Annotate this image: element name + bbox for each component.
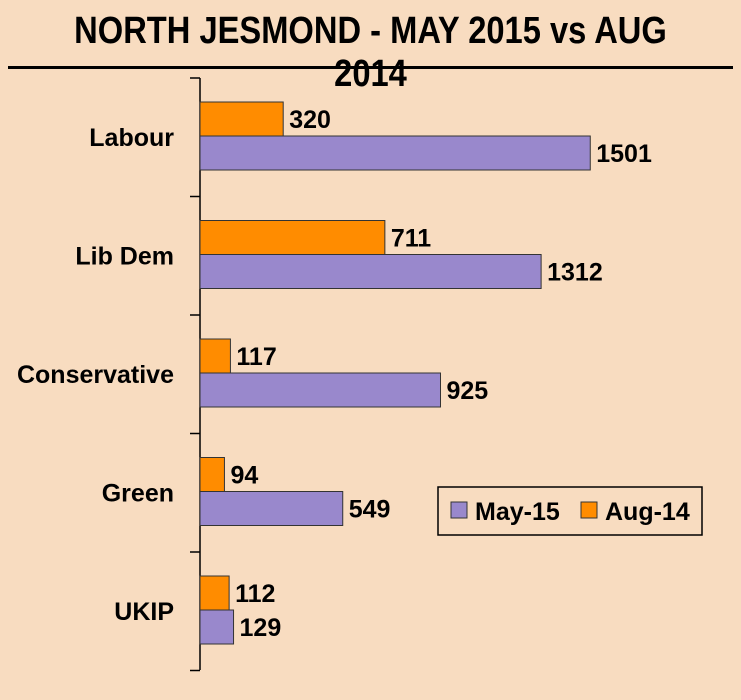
legend: May-15 Aug-14 <box>437 486 703 536</box>
bar-lib-dem-may-15 <box>199 254 542 289</box>
legend-label-may-15: May-15 <box>475 498 560 526</box>
legend-swatch-may-15 <box>450 501 468 519</box>
data-label-green-may-15: 549 <box>349 496 391 524</box>
chart-title: NORTH JESMOND - MAY 2015 vs AUG 2014 <box>74 10 667 95</box>
data-label-ukip-aug-14: 112 <box>235 580 275 608</box>
data-label-lib-dem-aug-14: 711 <box>391 225 431 253</box>
category-label-green: Green <box>102 480 174 508</box>
bar-green-aug-14 <box>199 457 225 492</box>
category-label-lib-dem: Lib Dem <box>75 243 174 271</box>
title-underline <box>8 66 733 69</box>
data-label-ukip-may-15: 129 <box>240 614 282 642</box>
data-label-conservative-aug-14: 117 <box>236 343 276 371</box>
data-label-conservative-may-15: 925 <box>447 377 489 405</box>
legend-label-aug-14: Aug-14 <box>605 498 690 526</box>
category-label-conservative: Conservative <box>17 361 174 389</box>
bar-green-may-15 <box>199 491 344 526</box>
bar-conservative-aug-14 <box>199 338 231 374</box>
category-label-labour: Labour <box>89 124 174 152</box>
data-label-green-aug-14: 94 <box>230 462 258 490</box>
data-label-labour-may-15: 1501 <box>596 140 652 168</box>
bar-ukip-may-15 <box>199 609 235 645</box>
data-label-labour-aug-14: 320 <box>289 106 331 134</box>
data-label-lib-dem-may-15: 1312 <box>547 259 603 287</box>
legend-box <box>437 486 703 536</box>
bar-ukip-aug-14 <box>199 575 230 611</box>
bar-labour-may-15 <box>199 135 591 171</box>
category-label-ukip: UKIP <box>114 598 174 626</box>
bar-labour-aug-14 <box>199 101 284 137</box>
bar-conservative-may-15 <box>199 372 441 408</box>
legend-swatch-aug-14 <box>580 501 598 519</box>
bar-lib-dem-aug-14 <box>199 220 386 255</box>
